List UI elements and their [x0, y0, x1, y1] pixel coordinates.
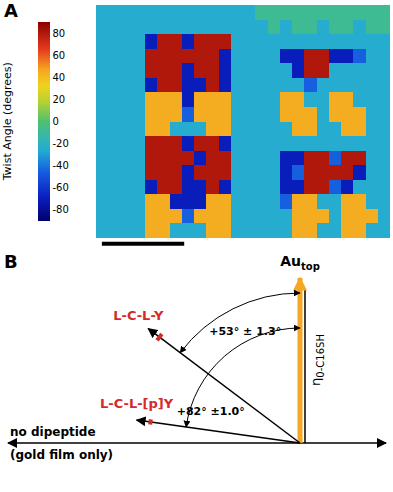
svg-text:no dipeptide: no dipeptide: [10, 425, 96, 439]
svg-text:60: 60: [53, 50, 66, 61]
svg-text:Twist Angle (degrees): Twist Angle (degrees): [1, 62, 14, 181]
svg-text:(gold film only): (gold film only): [10, 448, 113, 462]
svg-text:80: 80: [53, 28, 66, 39]
svg-text:+82° ±1.0°: +82° ±1.0°: [177, 405, 245, 418]
svg-text:+53° ± 1.3°: +53° ± 1.3°: [209, 325, 281, 338]
svg-text:Autop: Autop: [280, 253, 320, 272]
svg-text:-80: -80: [53, 204, 69, 215]
svg-text:40: 40: [53, 72, 66, 83]
html-text:A: A: [4, 0, 18, 21]
svg-text:-20: -20: [53, 138, 69, 149]
svg-text:-40: -40: [53, 160, 69, 171]
svg-text:B: B: [4, 251, 18, 272]
svg-text:L-C-L-Y: L-C-L-Y: [113, 308, 164, 323]
svg-text:-60: -60: [53, 182, 69, 193]
svg-text:L-C-L-[p]Y: L-C-L-[p]Y: [100, 396, 174, 411]
svg-text:20: 20: [53, 94, 66, 105]
svg-text:η0-C16SH: η0-C16SH: [308, 334, 326, 386]
svg-text:0: 0: [53, 116, 59, 127]
